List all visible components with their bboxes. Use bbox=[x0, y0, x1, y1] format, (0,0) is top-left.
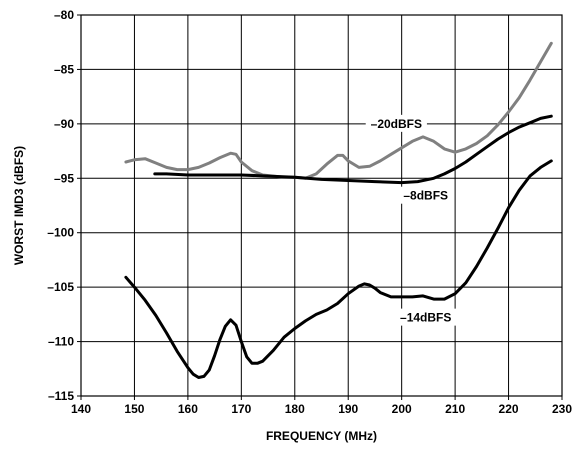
x-tick-label: 220 bbox=[499, 402, 519, 416]
y-tick-label: –115 bbox=[48, 389, 74, 403]
y-axis-title: WORST IMD3 (dBFS) bbox=[12, 146, 26, 265]
x-tick-label: 170 bbox=[231, 402, 251, 416]
y-tick-label: –100 bbox=[47, 226, 74, 240]
series-line-1 bbox=[124, 41, 553, 180]
series-line-2 bbox=[153, 114, 553, 185]
series-annotation-label: –14dBFS bbox=[400, 311, 451, 325]
y-tick-label: –90 bbox=[54, 117, 74, 131]
x-tick-label: 210 bbox=[445, 402, 465, 416]
y-tick-label: –105 bbox=[47, 280, 74, 294]
series-annotation-label: –20dBFS bbox=[371, 117, 422, 131]
annotation-background bbox=[398, 186, 453, 204]
series-line-3 bbox=[124, 159, 553, 379]
y-tick-label: –80 bbox=[54, 8, 74, 22]
x-tick-label: 230 bbox=[552, 402, 572, 416]
x-tick-label: 160 bbox=[178, 402, 198, 416]
grid-lines bbox=[80, 14, 563, 397]
series-lines bbox=[124, 41, 553, 379]
x-tick-label: 190 bbox=[338, 402, 358, 416]
plot-frame bbox=[80, 14, 563, 397]
series-annotation-label: –8dBFS bbox=[403, 189, 448, 203]
y-tick-label: –110 bbox=[48, 335, 74, 349]
y-tick-label: –95 bbox=[54, 171, 74, 185]
x-tick-label: 150 bbox=[124, 402, 144, 416]
x-tick-label: 200 bbox=[392, 402, 412, 416]
annotation-background bbox=[395, 308, 457, 326]
annotation-background bbox=[365, 114, 427, 132]
y-tick-label: –85 bbox=[54, 62, 74, 76]
axes: 140 150 160 170 180 190 200 210 220 230 –80 –85 –90 –… bbox=[47, 8, 572, 416]
x-axis-title: FREQUENCY (MHz) bbox=[266, 429, 377, 443]
x-tick-label: 140 bbox=[71, 402, 91, 416]
series-annotations: –20dBFS –8dBFS –14dBFS bbox=[365, 114, 457, 326]
x-tick-label: 180 bbox=[285, 402, 305, 416]
